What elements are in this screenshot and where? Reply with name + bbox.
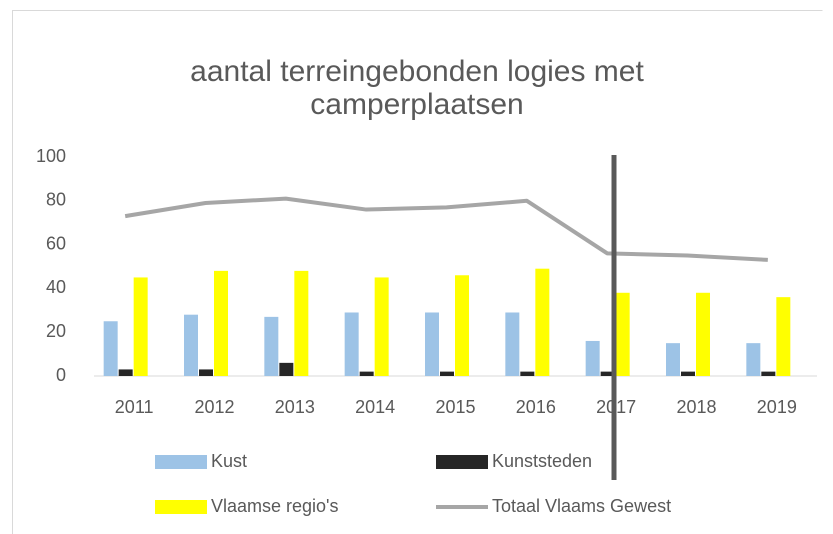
bar (344, 312, 359, 376)
bar (184, 314, 198, 376)
bar (535, 268, 550, 376)
legend-swatch (155, 455, 207, 469)
bar (103, 321, 118, 376)
bar (455, 275, 469, 376)
x-tick-label: 2015 (435, 397, 475, 417)
bar (440, 371, 454, 376)
legend-label: Kunststeden (492, 451, 592, 471)
line (124, 196, 768, 262)
x-tick-label: 2016 (516, 397, 556, 417)
bar (761, 371, 776, 376)
bar (199, 369, 213, 376)
bar (696, 292, 710, 376)
bar (118, 369, 133, 376)
bar (214, 270, 228, 376)
x-tick-label: 2012 (194, 397, 234, 417)
x-tick-label: 2019 (757, 397, 797, 417)
bar (746, 343, 761, 376)
bar (279, 362, 294, 376)
legend-label: Vlaamse regio's (211, 496, 339, 516)
bar (133, 277, 148, 376)
y-tick-label: 0 (56, 365, 66, 385)
y-tick-label: 40 (46, 277, 66, 297)
chart-border (12, 10, 823, 534)
x-tick-label: 2011 (115, 397, 154, 417)
bar (615, 292, 630, 376)
y-tick-label: 60 (46, 233, 66, 253)
y-tick-label: 80 (46, 190, 66, 210)
bar (359, 371, 374, 376)
legend-label: Totaal Vlaams Gewest (492, 496, 671, 516)
bar (505, 312, 520, 376)
bar (600, 371, 615, 376)
chart-title: aantal terreingebonden logies met (190, 55, 644, 88)
bar (294, 270, 309, 376)
y-tick-label: 20 (46, 321, 66, 341)
bar (374, 277, 389, 376)
bar (520, 371, 535, 376)
y-tick-label: 100 (36, 146, 66, 166)
legend-swatch (155, 500, 207, 514)
bar (681, 371, 695, 376)
x-tick-label: 2018 (676, 397, 716, 417)
x-tick-label: 2013 (275, 397, 315, 417)
bar (776, 297, 791, 376)
bar (264, 316, 279, 376)
x-tick-label: 2014 (355, 397, 395, 417)
legend-label: Kust (211, 451, 247, 471)
chart-title: camperplaatsen (310, 88, 523, 121)
bar (666, 343, 680, 376)
bar (585, 340, 600, 376)
legend-swatch (436, 455, 488, 469)
bar (425, 312, 439, 376)
